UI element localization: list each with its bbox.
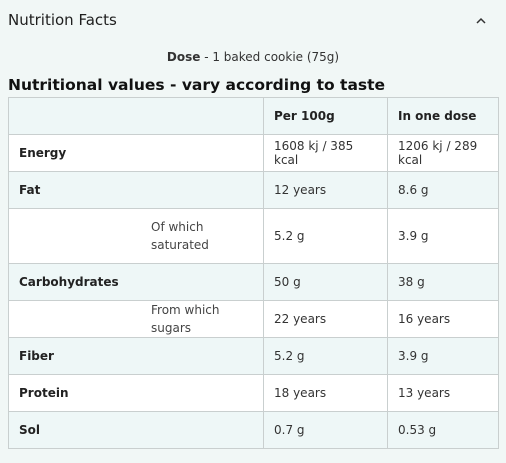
dose-label: Dose bbox=[166, 50, 201, 64]
row-per100: 0.7 g bbox=[263, 411, 388, 449]
row-dose: 3.9 g bbox=[387, 337, 499, 375]
header-cell-sub bbox=[141, 97, 264, 135]
row-sublabel: Of which saturated bbox=[141, 208, 264, 264]
row-sublabel bbox=[141, 263, 264, 301]
row-label bbox=[8, 300, 141, 338]
row-label: Fat bbox=[8, 171, 141, 209]
row-label: Sol bbox=[8, 411, 141, 449]
table-row: Fiber 5.2 g 3.9 g bbox=[8, 337, 499, 375]
row-per100: 18 years bbox=[263, 374, 388, 412]
row-dose: 8.6 g bbox=[387, 171, 499, 209]
row-label: Energy bbox=[8, 134, 141, 172]
table-row: Fat 12 years 8.6 g bbox=[8, 171, 499, 209]
row-sublabel: From which sugars bbox=[141, 300, 264, 338]
header-cell-per100: Per 100g bbox=[263, 97, 388, 135]
row-sublabel bbox=[141, 374, 264, 412]
row-per100: 5.2 g bbox=[263, 337, 388, 375]
row-dose: 0.53 g bbox=[387, 411, 499, 449]
nutrition-facts-header[interactable]: Nutrition Facts bbox=[0, 0, 506, 40]
row-per100: 5.2 g bbox=[263, 208, 388, 264]
row-dose: 38 g bbox=[387, 263, 499, 301]
header-cell-label bbox=[8, 97, 141, 135]
row-label bbox=[8, 208, 141, 264]
row-sublabel bbox=[141, 171, 264, 209]
table-row: Sol 0.7 g 0.53 g bbox=[8, 411, 499, 449]
row-per100: 1608 kj / 385 kcal bbox=[263, 134, 388, 172]
nutritional-values-heading: Nutritional values - vary according to t… bbox=[8, 76, 386, 94]
chevron-up-icon[interactable] bbox=[474, 13, 488, 27]
table-row: Protein 18 years 13 years bbox=[8, 374, 499, 412]
row-sublabel bbox=[141, 337, 264, 375]
row-dose: 3.9 g bbox=[387, 208, 499, 264]
row-dose: 16 years bbox=[387, 300, 499, 338]
row-per100: 12 years bbox=[263, 171, 388, 209]
row-per100: 22 years bbox=[263, 300, 388, 338]
row-label: Fiber bbox=[8, 337, 141, 375]
row-sublabel bbox=[141, 411, 264, 449]
row-label: Protein bbox=[8, 374, 141, 412]
section-title: Nutrition Facts bbox=[8, 11, 117, 29]
row-dose: 1206 kj / 289 kcal bbox=[387, 134, 499, 172]
table-row: Carbohydrates 50 g 38 g bbox=[8, 263, 499, 301]
nutrition-table: Per 100g In one dose Energy 1608 kj / 38… bbox=[8, 97, 499, 449]
row-per100: 50 g bbox=[263, 263, 388, 301]
dose-value: - 1 baked cookie (75g) bbox=[200, 50, 340, 64]
table-header-row: Per 100g In one dose bbox=[8, 97, 499, 135]
row-dose: 13 years bbox=[387, 374, 499, 412]
table-row: From which sugars 22 years 16 years bbox=[8, 300, 499, 338]
row-label: Carbohydrates bbox=[8, 263, 141, 301]
table-row: Of which saturated 5.2 g 3.9 g bbox=[8, 208, 499, 264]
row-sublabel bbox=[141, 134, 264, 172]
header-cell-dose: In one dose bbox=[387, 97, 499, 135]
table-row: Energy 1608 kj / 385 kcal 1206 kj / 289 … bbox=[8, 134, 499, 172]
dose-line: Dose - 1 baked cookie (75g) bbox=[0, 50, 506, 64]
